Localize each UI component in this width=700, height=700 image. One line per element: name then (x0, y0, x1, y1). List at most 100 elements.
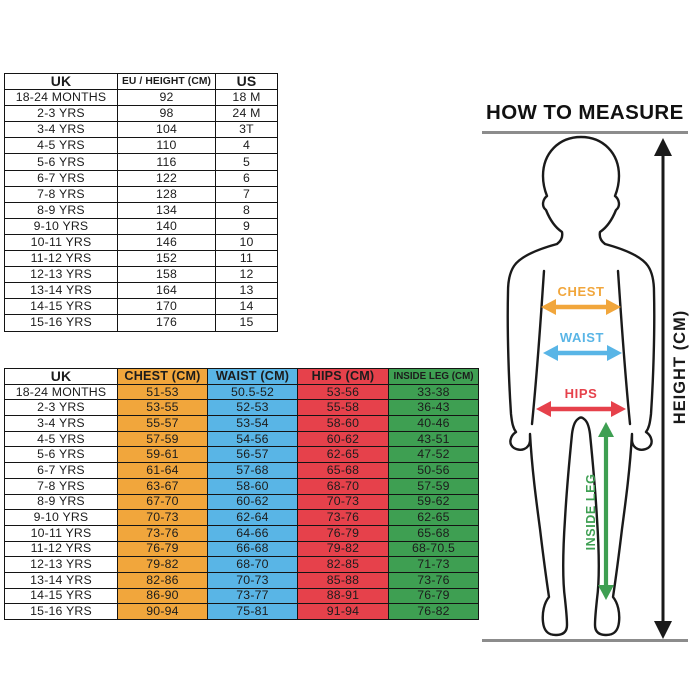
table-cell: 75-81 (207, 603, 298, 620)
table-row: 12-13 YRS 158 12 (4, 266, 278, 284)
table-cell: 6 (215, 169, 278, 187)
table-row: 4-5 YRS 110 4 (4, 137, 278, 155)
chest-label: CHEST (557, 284, 604, 299)
table-row: 9-10 YRS 140 9 (4, 217, 278, 235)
hips-arrow-icon (536, 401, 626, 417)
table-cell: 68-70.5 (388, 540, 479, 558)
table-cell: 50-56 (388, 462, 479, 479)
table-cell: 66-68 (207, 540, 298, 558)
table-cell: 85-88 (297, 571, 389, 589)
table-cell: 5-6 YRS (4, 446, 118, 464)
table-row: 11-12 YRS 152 11 (4, 250, 278, 268)
table-cell: 10 (215, 233, 278, 252)
table-cell: 146 (117, 233, 216, 252)
table-cell: 2-3 YRS (4, 399, 118, 417)
table-cell: 140 (117, 217, 216, 235)
table-row: 18-24 MONTHS 92 18 M (4, 89, 278, 107)
table-cell: 64-66 (207, 524, 298, 542)
how-to-measure-title: HOW TO MEASURE (486, 101, 684, 124)
table-cell: 14-15 YRS (4, 587, 118, 605)
table-cell: 12 (215, 266, 278, 284)
table-cell: 59-62 (388, 493, 479, 511)
table-cell: 67-70 (117, 493, 208, 511)
table-cell: 54-56 (207, 430, 298, 448)
table-cell: 36-43 (388, 399, 479, 417)
table-cell: 116 (117, 153, 216, 171)
table-cell: 53-54 (207, 415, 298, 432)
table-cell: 3-4 YRS (4, 415, 118, 432)
table-row: 14-15 YRS 86-90 73-77 88-91 76-79 (4, 587, 479, 605)
table-cell: 58-60 (297, 415, 389, 432)
table-cell: 24 M (215, 105, 278, 123)
column-header: HIPS (CM) (297, 368, 389, 385)
table-cell: 76-79 (297, 524, 389, 542)
table-row: 5-6 YRS 116 5 (4, 153, 278, 171)
table-cell: 13 (215, 282, 278, 300)
table-cell: 3-4 YRS (4, 121, 118, 139)
column-header: INSIDE LEG (CM) (388, 368, 479, 385)
table-cell: 12-13 YRS (4, 266, 118, 284)
inside-leg-arrow-icon (598, 422, 614, 600)
table-cell: 82-85 (297, 556, 389, 573)
table-cell: 4-5 YRS (4, 137, 118, 155)
table-cell: 15-16 YRS (4, 603, 118, 620)
table-cell: 70-73 (117, 509, 208, 526)
table-cell: 79-82 (297, 540, 389, 558)
table-cell: 59-61 (117, 446, 208, 464)
table-cell: 2-3 YRS (4, 105, 118, 123)
table-cell: 11 (215, 250, 278, 268)
table-cell: 76-79 (388, 587, 479, 605)
table-cell: 76-82 (388, 603, 479, 620)
table-cell: 90-94 (117, 603, 208, 620)
table-cell: 55-57 (117, 415, 208, 432)
table-row: 11-12 YRS 76-79 66-68 79-82 68-70.5 (4, 540, 479, 558)
table-cell: 52-53 (207, 399, 298, 417)
table-cell: 73-76 (117, 524, 208, 542)
table-row: 12-13 YRS 79-82 68-70 82-85 71-73 (4, 556, 479, 573)
waist-arrow-icon (543, 345, 622, 361)
table-cell: 9-10 YRS (4, 509, 118, 526)
waist-label: WAIST (560, 330, 604, 345)
table-cell: 57-68 (207, 462, 298, 479)
table-row: 15-16 YRS 176 15 (4, 314, 278, 332)
table-cell: 61-64 (117, 462, 208, 479)
table-cell: 55-58 (297, 399, 389, 417)
table-cell: 57-59 (388, 477, 479, 495)
table-cell: 110 (117, 137, 216, 155)
table-cell: 18-24 MONTHS (4, 89, 118, 107)
table-row: 7-8 YRS 128 7 (4, 185, 278, 203)
table-cell: 134 (117, 201, 216, 219)
table-cell: 68-70 (207, 556, 298, 573)
table-cell: 43-51 (388, 430, 479, 448)
table-row: 6-7 YRS 122 6 (4, 169, 278, 187)
table-cell: 15 (215, 314, 278, 332)
table-cell: 58-60 (207, 477, 298, 495)
table-cell: 65-68 (297, 462, 389, 479)
table-cell: 60-62 (207, 493, 298, 511)
body-measurement-table: UK CHEST (CM) WAIST (CM) HIPS (CM) INSIDE LE… (4, 368, 479, 620)
table-cell: 7-8 YRS (4, 185, 118, 203)
table-cell: 70-73 (207, 571, 298, 589)
table-cell: 10-11 YRS (4, 233, 118, 252)
table-row: 9-10 YRS 70-73 62-64 73-76 62-65 (4, 509, 479, 526)
header-row: UK CHEST (CM) WAIST (CM) HIPS (CM) INSIDE LE… (4, 368, 479, 385)
table-cell: 62-65 (297, 446, 389, 464)
table-cell: 14-15 YRS (4, 298, 118, 316)
table-cell: 63-67 (117, 477, 208, 495)
table-cell: 98 (117, 105, 216, 123)
table-cell: 164 (117, 282, 216, 300)
table-cell: 73-76 (388, 571, 479, 589)
table-cell: 14 (215, 298, 278, 316)
table-cell: 60-62 (297, 430, 389, 448)
table-row: 2-3 YRS 98 24 M (4, 105, 278, 123)
table-cell: 170 (117, 298, 216, 316)
table-cell: 13-14 YRS (4, 571, 118, 589)
table-row: 8-9 YRS 67-70 60-62 70-73 59-62 (4, 493, 479, 511)
child-silhouette-icon (506, 135, 656, 637)
table-cell: 4 (215, 137, 278, 155)
table-cell: 71-73 (388, 556, 479, 573)
table-cell: 73-76 (297, 509, 389, 526)
table-row: 3-4 YRS 104 3T (4, 121, 278, 139)
table-cell: 79-82 (117, 556, 208, 573)
inside-leg-label: INSIDE LEG (584, 474, 598, 551)
